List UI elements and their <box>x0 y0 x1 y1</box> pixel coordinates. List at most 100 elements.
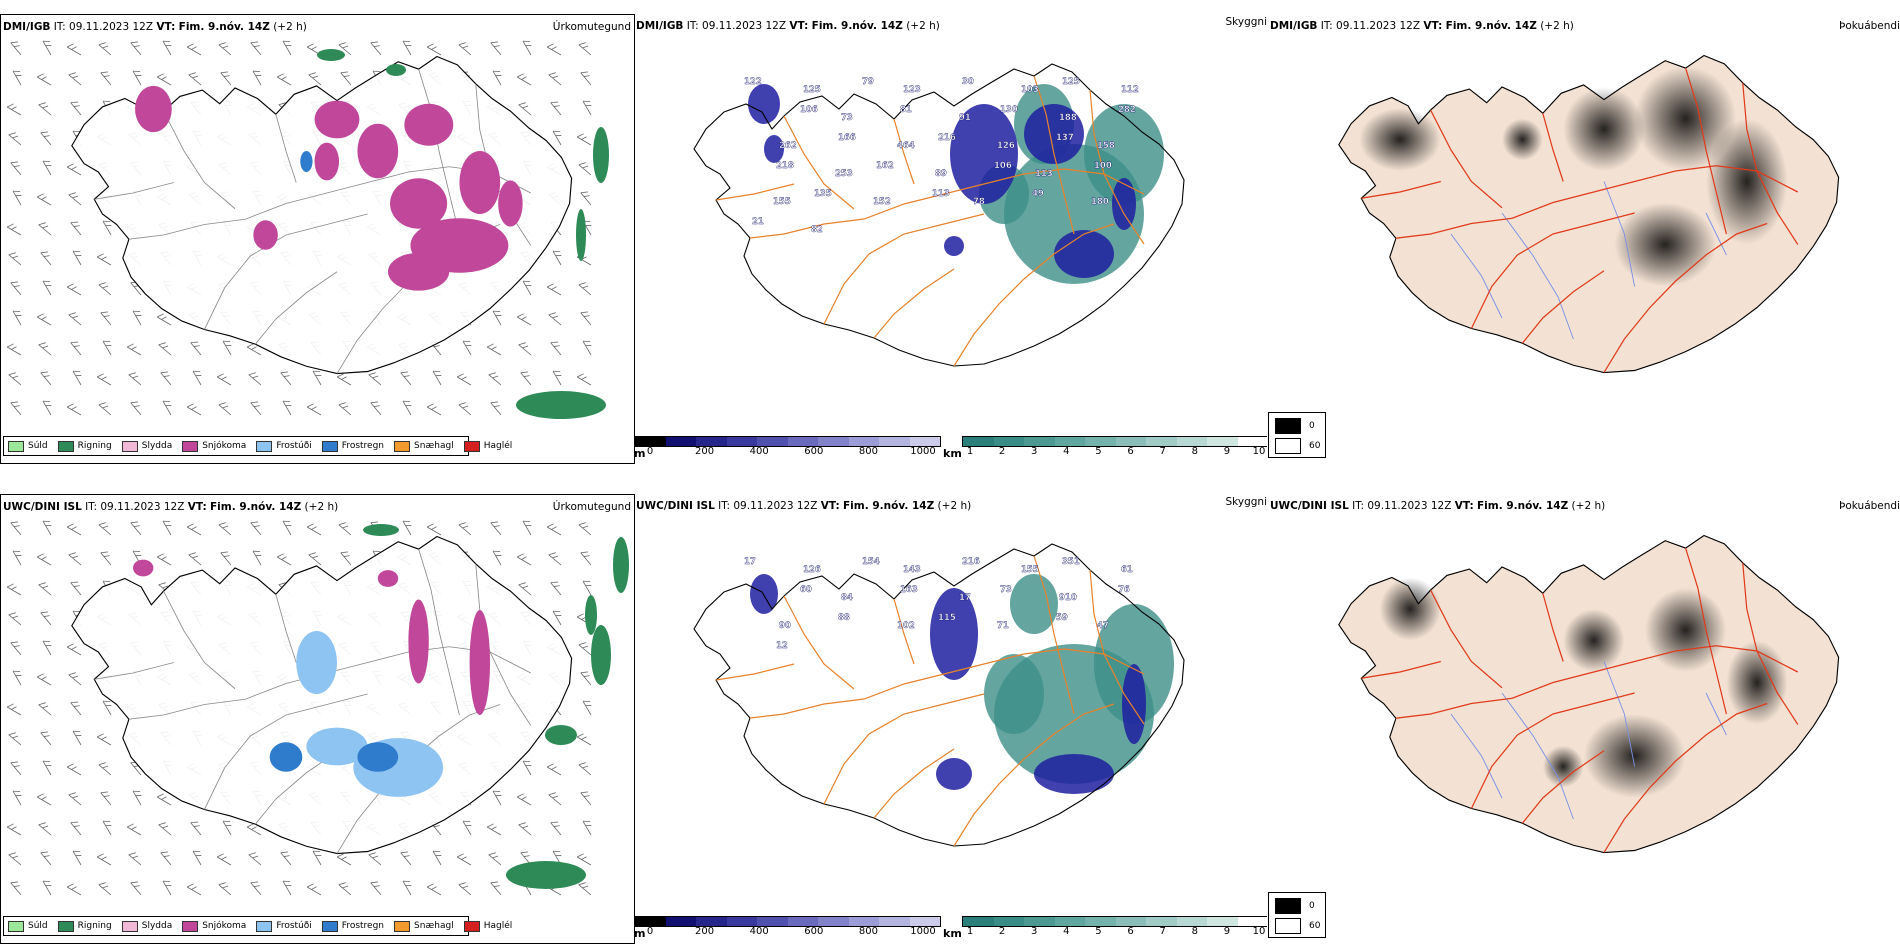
legend-label: Frostúði <box>276 441 312 451</box>
cloud-base-unit: m <box>634 447 646 460</box>
panel-title: Úrkomutegund <box>552 501 631 513</box>
cloud-base-label: 137 <box>1056 133 1074 143</box>
precip-panel-top: DMI/IGB IT: 09.11.2023 12Z VT: Fim. 9.nó… <box>0 14 635 464</box>
colorbar-cell <box>696 437 727 446</box>
colorbar-cell <box>963 437 994 446</box>
cloud-base-label: 218 <box>776 161 794 171</box>
cloud-base-label: 61 <box>1121 565 1133 575</box>
colorbar-cell <box>1146 437 1177 446</box>
fog-key-row: 0 <box>1275 418 1315 434</box>
legend-label: Slydda <box>141 921 173 931</box>
colorbar-cell <box>1146 917 1177 926</box>
fog-key-row: 60 <box>1275 918 1320 934</box>
colorbar-tick: 0 <box>646 926 654 937</box>
cloud-base-label: 60 <box>800 585 812 595</box>
panel-header: UWC/DINI ISL IT: 09.11.2023 12Z VT: Fim.… <box>636 500 972 512</box>
colorbar-tick: 1000 <box>910 446 936 457</box>
cloud-base-label: 351 <box>1062 557 1080 567</box>
visibility-panel-bottom: UWC/DINI ISL IT: 09.11.2023 12Z VT: Fim.… <box>634 494 1267 942</box>
cloud-base-label: 155 <box>1021 565 1039 575</box>
legend-swatch <box>394 440 411 452</box>
cloud-base-label: 158 <box>1097 141 1115 151</box>
cloud-base-label: 78 <box>973 197 985 207</box>
fog-key-label: 0 <box>1309 901 1315 911</box>
colorbar-cell <box>1024 437 1055 446</box>
cloud-base-label: 123 <box>903 85 921 95</box>
legend-swatch <box>463 440 480 452</box>
cloud-base-label: 282 <box>1118 105 1136 115</box>
legend-swatch <box>8 920 24 932</box>
colorbar-tick: 5 <box>1095 926 1102 937</box>
colorbar-tick: 7 <box>1159 926 1166 937</box>
fog-panel-bottom: UWC/DINI ISL IT: 09.11.2023 12Z VT: Fim.… <box>1268 494 1900 942</box>
legend-item: Frostúði <box>256 440 312 452</box>
cloud-base-label: 30 <box>962 77 974 87</box>
legend-label: Frostregn <box>341 921 385 931</box>
cloud-base-label: 59 <box>1056 613 1068 623</box>
cloud-base-label: 253 <box>835 169 853 179</box>
colorbar-tick: 10 <box>1252 926 1266 937</box>
colorbar-tick: 400 <box>749 446 769 457</box>
legend-item: Snæhagl <box>394 440 454 452</box>
colorbar-cell <box>1115 917 1146 926</box>
colorbar-tick: 4 <box>1063 926 1070 937</box>
panel-header: DMI/IGB IT: 09.11.2023 12Z VT: Fim. 9.nó… <box>636 20 940 32</box>
colorbar-cell <box>665 437 696 446</box>
legend-swatch <box>321 920 338 932</box>
panel-title: Skyggni <box>1225 16 1268 28</box>
cloud-base-label: 73 <box>841 113 853 123</box>
colorbar-cell <box>1054 917 1085 926</box>
colorbar-tick: 7 <box>1159 446 1166 457</box>
panel-header: DMI/IGB IT: 09.11.2023 12Z VT: Fim. 9.nó… <box>3 21 307 33</box>
colorbar-tick: 400 <box>749 926 769 937</box>
colorbar-tick: 9 <box>1223 926 1231 937</box>
cloud-base-label: 125 <box>1062 77 1080 87</box>
fog-key-swatch <box>1275 918 1301 934</box>
cloud-base-label: 162 <box>876 161 894 171</box>
legend-label: Snjókoma <box>202 441 247 451</box>
fog-key-swatch <box>1275 418 1301 434</box>
cloud-base-label: 106 <box>800 105 818 115</box>
legend-label: Slydda <box>141 441 173 451</box>
cloud-base-label: 163 <box>900 585 918 595</box>
colorbar-cell <box>726 437 757 446</box>
legend-item: Frostregn <box>321 440 384 452</box>
cloud-base-label: 89 <box>935 169 947 179</box>
legend-label: Súld <box>28 441 48 451</box>
legend-item: Rigning <box>57 440 112 452</box>
cloud-base-label: 90 <box>779 621 791 631</box>
cloud-base-label: 102 <box>897 621 915 631</box>
cloud-base-label: 112 <box>1121 85 1139 95</box>
colorbar-tick: 1 <box>966 926 974 937</box>
colorbar-tick: 800 <box>858 446 878 457</box>
colorbar-tick: 4 <box>1063 446 1070 457</box>
colorbar-tick: 1 <box>966 446 974 457</box>
cloud-base-unit: m <box>634 927 646 940</box>
cloud-base-label: 82 <box>811 225 823 235</box>
fog-key-label: 60 <box>1309 441 1321 451</box>
panel-title: Þokuábendi <box>1839 500 1900 512</box>
colorbar-cell <box>726 917 757 926</box>
cloud-base-label: 17 <box>959 593 971 603</box>
cloud-base-label: 91 <box>959 113 971 123</box>
legend-swatch <box>57 440 74 452</box>
colorbar-tick: 600 <box>804 446 824 457</box>
legend-swatch <box>463 920 480 932</box>
fog-key-label: 60 <box>1309 921 1321 931</box>
colorbar-tick: 6 <box>1127 926 1134 937</box>
cloud-base-label: 84 <box>841 593 853 603</box>
cloud-base-label: 100 <box>1094 161 1112 171</box>
colorbar-cell <box>993 437 1024 446</box>
legend-swatch <box>321 440 338 452</box>
fog-key-swatch <box>1275 898 1301 914</box>
fog-key-row: 60 <box>1275 438 1320 454</box>
legend-swatch <box>182 920 199 932</box>
legend-item: Snjókoma <box>182 440 247 452</box>
cloud-base-label: 464 <box>897 141 915 151</box>
colorbar-tick: 200 <box>695 926 715 937</box>
legend-swatch <box>8 440 24 452</box>
cloud-base-label: 76 <box>1118 585 1130 595</box>
colorbar-tick: 2 <box>998 446 1006 457</box>
colorbar-tick: 5 <box>1095 446 1102 457</box>
colorbar-cell <box>635 917 666 926</box>
